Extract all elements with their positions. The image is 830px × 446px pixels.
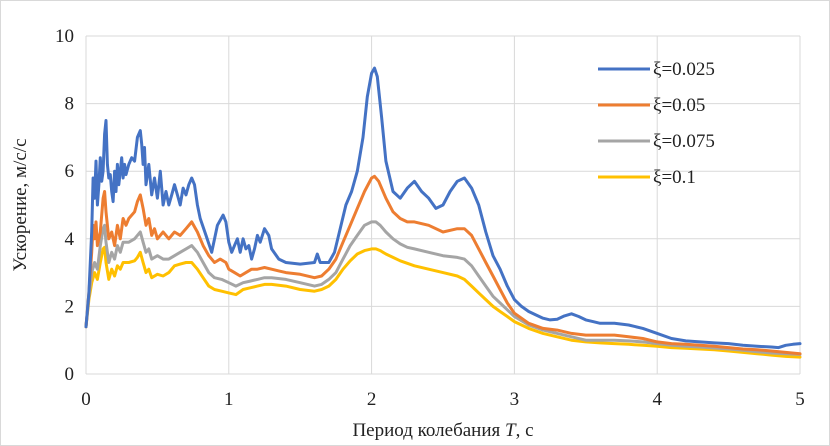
- series-line: [84, 174, 802, 356]
- x-tick-label: 4: [652, 389, 662, 410]
- legend-label: ξ=0.075: [653, 131, 715, 152]
- y-tick-label: 10: [55, 26, 74, 47]
- y-tick-label: 6: [65, 161, 75, 182]
- x-axis-label: Период колебания T, с: [352, 420, 533, 441]
- series-line: [84, 66, 802, 350]
- x-tick-label: 2: [367, 389, 377, 410]
- x-tick-label: 5: [795, 389, 805, 410]
- x-tick-label: 3: [510, 389, 520, 410]
- x-axis-label-suffix: , с: [516, 420, 534, 441]
- x-axis-label-variable: T: [505, 420, 517, 441]
- legend-label: ξ=0.1: [653, 167, 696, 188]
- x-axis-label-prefix: Период колебания: [352, 420, 505, 441]
- y-tick-label: 8: [65, 94, 75, 115]
- y-tick-labels: 0 2 4 6 8 10: [55, 26, 75, 385]
- legend-label: ξ=0.025: [653, 59, 715, 80]
- legend-label: ξ=0.05: [653, 95, 705, 116]
- y-tick-label: 4: [65, 229, 75, 250]
- y-axis-label: Ускорение, м/с/с: [10, 138, 31, 271]
- series-line: [84, 245, 802, 359]
- x-tick-label: 1: [224, 389, 234, 410]
- x-tick-label: 0: [81, 389, 91, 410]
- legend: ξ=0.025 ξ=0.05 ξ=0.075 ξ=0.1: [598, 59, 715, 188]
- series-lines: [84, 66, 802, 359]
- series-line: [84, 220, 802, 356]
- x-tick-labels: 0 1 2 3 4 5: [81, 389, 805, 410]
- y-tick-label: 0: [65, 364, 75, 385]
- y-tick-label: 2: [65, 296, 75, 317]
